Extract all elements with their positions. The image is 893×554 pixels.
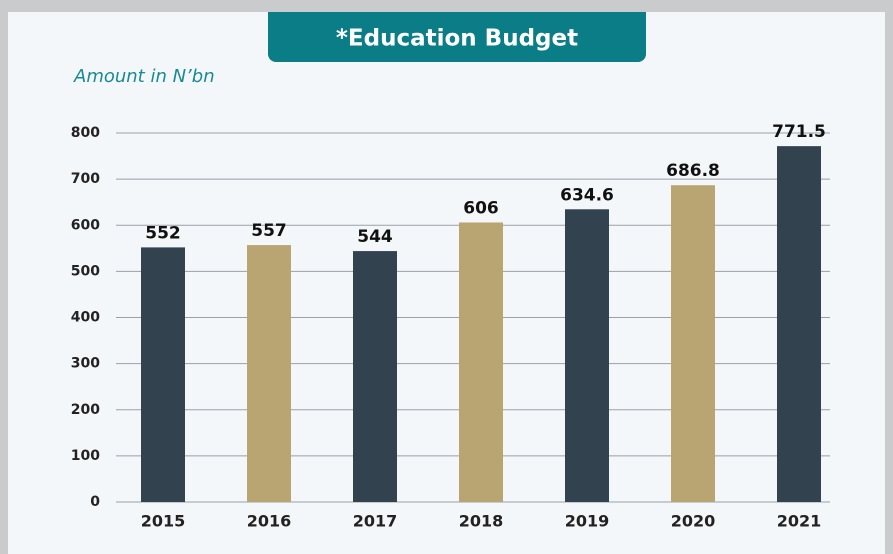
bar [247,245,291,503]
panel [8,12,885,554]
subtitle: Amount in N’bn [73,66,215,87]
y-tick-label: 400 [71,310,100,326]
bar [777,146,821,502]
x-tick-label: 2015 [141,512,186,531]
x-tick-label: 2016 [247,512,292,531]
bar [353,251,397,502]
y-tick-label: 800 [71,125,100,141]
x-tick-label: 2020 [671,512,716,531]
value-label: 686.8 [666,161,720,181]
value-label: 544 [357,227,393,247]
chart-title: *Education Budget [336,26,578,52]
x-tick-label: 2018 [459,512,504,531]
value-label: 557 [251,221,287,241]
value-label: 552 [145,223,181,243]
y-tick-label: 200 [71,402,100,418]
bar [459,222,503,503]
bar [141,247,185,502]
x-tick-label: 2017 [353,512,398,531]
bar [671,185,715,502]
value-label: 771.5 [772,122,826,142]
y-tick-label: 100 [71,448,100,464]
bar [565,209,609,502]
title-tab-top [268,12,646,24]
value-label: 606 [463,198,499,218]
y-tick-label: 600 [71,217,100,233]
y-tick-label: 700 [71,171,100,187]
y-tick-label: 300 [71,356,100,372]
value-label: 634.6 [560,185,614,205]
y-tick-label: 0 [90,494,100,510]
x-tick-label: 2019 [565,512,610,531]
title-tab [268,12,646,62]
x-tick-label: 2021 [777,512,822,531]
y-tick-label: 500 [71,263,100,279]
